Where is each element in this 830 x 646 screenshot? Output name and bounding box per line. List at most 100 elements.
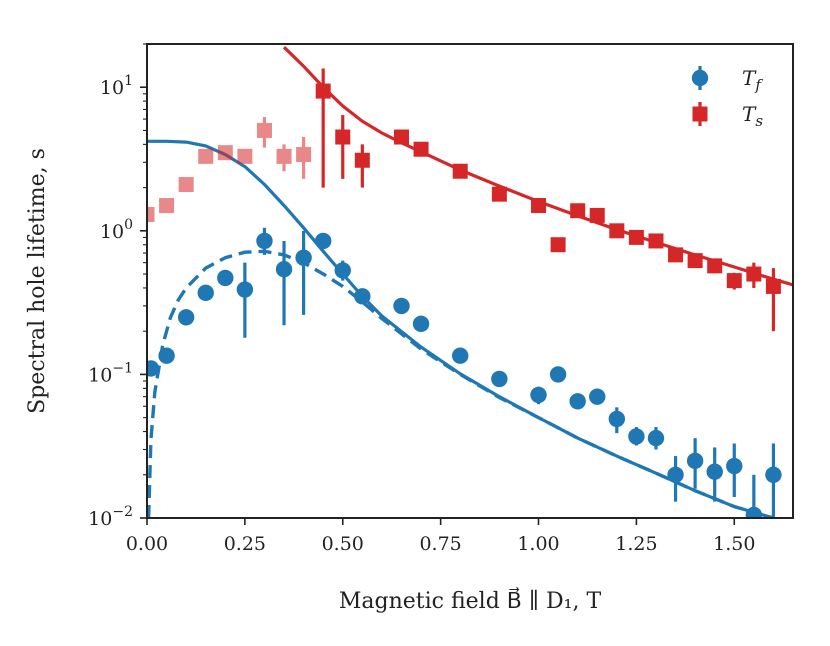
marker-square (198, 148, 214, 164)
marker-square (726, 273, 742, 289)
data-point-Tf (354, 288, 371, 305)
marker-square (237, 148, 253, 164)
marker-square (354, 152, 370, 168)
marker-circle (491, 370, 508, 388)
marker-square (159, 198, 175, 214)
plot-frame (146, 43, 794, 519)
x-tick-label: 0.50 (322, 533, 364, 555)
data-point-Tf (686, 438, 704, 489)
marker-circle (295, 249, 312, 266)
marker-square (315, 83, 331, 99)
marker-circle (569, 393, 586, 410)
marker-square (393, 129, 409, 145)
data-point-Ts (354, 144, 370, 188)
marker-circle (334, 262, 351, 279)
y-axis-ticks: 101 100 10−1 10−2 (88, 43, 147, 530)
marker-square (746, 266, 762, 282)
data-point-Tf (147, 360, 160, 377)
data-point-Ts (687, 253, 703, 269)
marker-square (147, 206, 155, 222)
data-point-Tf (177, 309, 195, 326)
marker-circle (706, 463, 723, 480)
marker-square (296, 147, 312, 163)
marker-square (256, 122, 272, 138)
data-point-Ts (217, 145, 233, 161)
data-point-Ts (570, 203, 586, 219)
marker-square (413, 141, 429, 157)
data-point-Ts (531, 198, 547, 214)
marker-square (491, 186, 507, 202)
data-point-Tf (256, 227, 273, 255)
marker-circle (217, 269, 234, 287)
legend-item-Tf: Tf (691, 66, 763, 94)
marker-square (707, 258, 723, 274)
x-tick-label: 0.00 (126, 533, 168, 555)
marker-square (589, 207, 605, 223)
marker-circle (745, 506, 763, 518)
data-point-Tf (647, 427, 665, 450)
data-point-Ts (256, 117, 272, 148)
data-point-Ts (609, 223, 625, 239)
marker-circle (147, 360, 160, 377)
data-point-Tf (589, 388, 606, 405)
x-tick-label: 1.25 (615, 533, 657, 555)
data-point-Ts (413, 141, 429, 157)
y-axis-label: Spectral hole lifetime, s (25, 148, 50, 414)
y-tick-label: 100 (100, 217, 133, 243)
marker-square (550, 237, 566, 253)
marker-square (178, 177, 194, 193)
x-axis-ticks: 0.00 0.25 0.50 0.75 1.00 1.25 1.50 (126, 518, 755, 555)
data-point-Tf (158, 347, 175, 364)
legend: Tf Ts (691, 66, 763, 130)
y-tick-label: 101 (100, 73, 133, 99)
legend-label: Tf (742, 66, 763, 94)
marker-square (687, 253, 703, 269)
marker-square (570, 203, 586, 219)
data-point-Tf (217, 269, 234, 287)
marker-square (765, 278, 781, 294)
data-point-Tf (393, 297, 410, 315)
data-point-Ts (147, 206, 155, 222)
data-point-Ts (707, 258, 723, 274)
data-point-Tf (275, 240, 293, 326)
data-point-Ts (550, 237, 566, 253)
data-point-Ts (668, 247, 684, 263)
data-point-Tf (667, 456, 684, 502)
data-point-Ts (296, 137, 312, 179)
data-point-Tf (530, 386, 547, 405)
data-point-Ts (276, 144, 292, 172)
marker-circle (628, 428, 645, 445)
marker-square (531, 198, 547, 214)
legend-marker-square (692, 106, 708, 122)
data-point-Tf (608, 407, 626, 434)
x-tick-label: 1.50 (713, 533, 755, 555)
data-point-Ts (178, 177, 194, 193)
data-point-Ts (393, 129, 409, 145)
data-point-Ts (726, 272, 742, 290)
marker-circle (452, 347, 469, 364)
marker-circle (608, 410, 626, 428)
data-point-Ts (452, 163, 468, 179)
data-point-Ts (335, 115, 351, 179)
marker-circle (726, 457, 743, 475)
marker-square (276, 148, 292, 164)
data-point-Tf (706, 447, 723, 502)
legend-label: Ts (742, 102, 763, 130)
data-point-Ts (237, 148, 253, 164)
data-point-Tf (549, 366, 567, 383)
data-point-Ts (746, 262, 762, 288)
marker-square (648, 233, 664, 249)
data-point-Tf (334, 260, 351, 281)
data-point-Ts (159, 198, 175, 214)
marker-circle (686, 452, 704, 470)
x-tick-label: 0.25 (224, 533, 266, 555)
marker-circle (158, 347, 175, 364)
marker-circle (256, 232, 273, 250)
data-point-Tf (569, 393, 586, 410)
marker-circle (765, 466, 782, 483)
data-point-Ts (315, 68, 331, 188)
marker-square (335, 129, 351, 145)
data-point-Ts (765, 268, 781, 332)
marker-circle (197, 284, 214, 302)
